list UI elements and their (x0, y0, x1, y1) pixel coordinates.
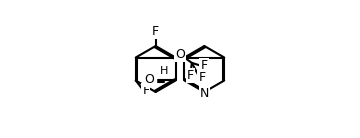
Text: F: F (187, 69, 194, 82)
Text: F: F (152, 25, 159, 38)
Text: F: F (201, 59, 208, 72)
Text: O: O (145, 73, 154, 86)
Text: H: H (160, 66, 168, 76)
Text: F: F (198, 71, 206, 84)
Text: N: N (200, 87, 209, 100)
Text: F: F (142, 84, 149, 97)
Text: O: O (175, 48, 185, 61)
